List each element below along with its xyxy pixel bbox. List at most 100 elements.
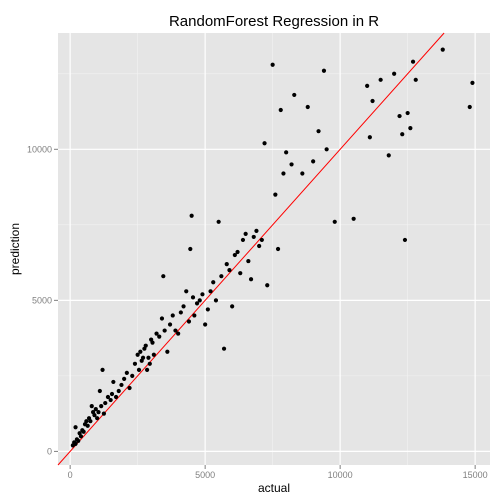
data-point — [235, 249, 240, 255]
data-point — [138, 349, 143, 354]
data-point — [76, 438, 81, 443]
x-tick-label: 5000 — [195, 470, 215, 480]
data-point — [405, 110, 410, 116]
data-point — [173, 328, 178, 333]
data-point — [99, 403, 104, 409]
y-tick-label: 5000 — [32, 295, 52, 305]
data-point — [127, 385, 132, 391]
data-point — [73, 441, 78, 446]
data-point — [190, 295, 196, 300]
reference-line — [57, 32, 445, 466]
data-point — [205, 307, 210, 312]
data-point — [219, 274, 224, 279]
plot-panel — [58, 33, 490, 465]
data-point — [211, 280, 216, 285]
data-point — [370, 98, 375, 104]
y-tick-label: 10000 — [27, 144, 52, 154]
data-point — [176, 331, 181, 336]
data-point — [130, 373, 135, 378]
data-point — [192, 313, 197, 318]
data-point — [251, 234, 256, 240]
x-tick-label: 15000 — [463, 470, 488, 480]
data-point — [257, 243, 262, 249]
data-point — [203, 322, 208, 327]
data-point — [413, 77, 418, 82]
data-point — [289, 162, 294, 167]
data-point — [281, 171, 286, 176]
data-point — [132, 361, 138, 366]
data-point — [73, 425, 78, 430]
major-gridlines — [58, 33, 490, 465]
data-point — [178, 310, 183, 315]
data-point — [440, 47, 445, 52]
data-point — [284, 150, 289, 155]
data-point — [470, 80, 475, 85]
data-point — [240, 237, 246, 243]
data-point — [146, 355, 151, 360]
data-point — [109, 391, 115, 397]
data-point — [147, 361, 152, 366]
data-point — [300, 171, 305, 176]
data-point — [351, 216, 356, 221]
data-point — [197, 298, 202, 303]
data-point — [161, 274, 166, 279]
data-point — [122, 376, 127, 382]
data-point — [111, 379, 116, 385]
data-point — [181, 304, 186, 309]
data-point — [386, 153, 391, 158]
data-point — [124, 370, 129, 375]
data-point — [467, 104, 472, 110]
data-point — [410, 59, 416, 64]
data-points — [70, 47, 475, 448]
x-axis-title: actual — [258, 481, 290, 495]
data-point — [221, 346, 227, 351]
data-point — [402, 237, 408, 243]
data-point — [324, 147, 329, 152]
data-point — [143, 343, 148, 348]
data-point — [85, 423, 90, 428]
data-point — [136, 367, 142, 372]
data-point — [78, 434, 84, 439]
data-point — [332, 219, 337, 224]
data-point — [305, 104, 310, 110]
data-point — [150, 340, 155, 345]
data-point — [135, 352, 140, 357]
data-point — [95, 416, 100, 421]
data-point — [140, 355, 146, 360]
data-point — [208, 289, 213, 294]
data-point — [254, 228, 259, 233]
data-point — [116, 388, 121, 394]
data-point — [105, 394, 111, 400]
data-point — [278, 107, 283, 113]
data-point — [200, 292, 205, 297]
data-point — [103, 400, 108, 406]
data-point — [238, 271, 243, 276]
data-point — [108, 397, 113, 403]
data-point — [265, 283, 270, 288]
data-point — [165, 349, 170, 354]
data-point — [119, 382, 124, 388]
data-point — [194, 301, 200, 306]
data-point — [186, 319, 192, 324]
data-point — [88, 419, 93, 424]
data-point — [378, 77, 383, 82]
data-point — [243, 231, 248, 236]
chart-title: RandomForest Regression in R — [169, 13, 379, 30]
data-point — [227, 268, 232, 273]
data-point — [230, 304, 235, 309]
data-point — [397, 113, 402, 119]
x-tick-label: 0 — [68, 470, 73, 480]
data-point — [97, 388, 102, 394]
data-point — [275, 246, 281, 252]
data-point — [216, 219, 221, 224]
data-point — [154, 331, 159, 336]
data-point — [321, 68, 327, 73]
data-point — [408, 126, 413, 131]
data-point — [273, 192, 278, 197]
data-point — [84, 419, 89, 424]
reference-line-group — [57, 32, 445, 466]
y-axis-title: prediction — [8, 223, 22, 275]
data-point — [96, 410, 101, 415]
data-point — [188, 246, 193, 252]
